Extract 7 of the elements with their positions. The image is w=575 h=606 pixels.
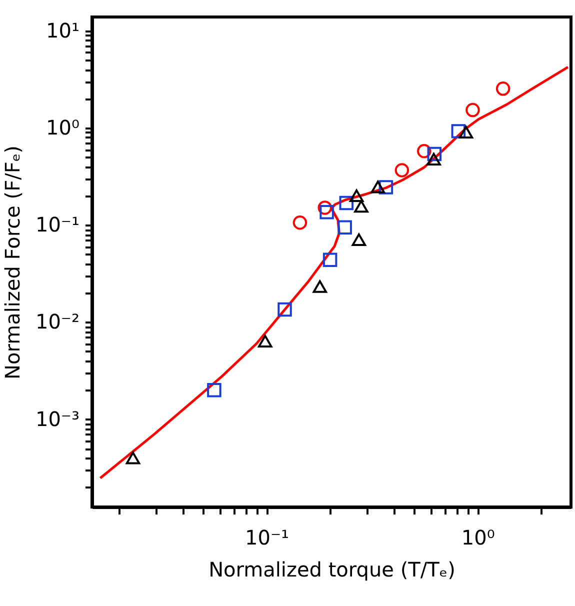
y-tick-label: 10¹ bbox=[46, 18, 80, 42]
y-tick-label: 10⁻¹ bbox=[35, 212, 80, 237]
x-axis-title: Normalized torque (T/Tₑ) bbox=[208, 558, 456, 582]
y-tick-label: 10⁻² bbox=[35, 310, 80, 334]
y-tick-label: 10⁰ bbox=[46, 115, 80, 140]
y-axis-title: Normalized Force (F/Fₑ) bbox=[0, 146, 24, 380]
y-tick-label: 10⁻³ bbox=[35, 406, 80, 431]
